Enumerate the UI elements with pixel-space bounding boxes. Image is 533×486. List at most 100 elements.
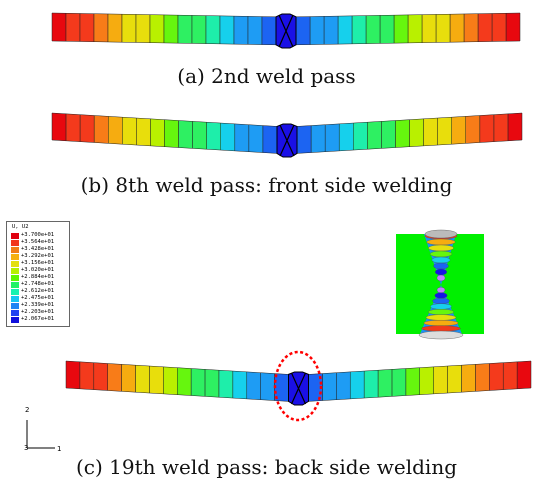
plate-segment xyxy=(449,13,465,43)
plate-segment xyxy=(206,121,221,151)
legend-swatch xyxy=(11,282,19,288)
plate-segment xyxy=(437,116,452,146)
plate-segment xyxy=(247,16,263,45)
plate-segment xyxy=(232,370,248,400)
legend-swatch xyxy=(11,240,19,246)
legend-swatch xyxy=(11,296,19,302)
plate-segment xyxy=(233,15,249,45)
plate-segment xyxy=(65,360,81,390)
plate-segment xyxy=(121,13,137,43)
upper-bead-layer xyxy=(428,244,454,252)
plate-segment xyxy=(310,124,326,153)
plate-segment xyxy=(296,125,312,154)
plate-segment xyxy=(164,119,179,148)
legend-entry: +2.475e+01 xyxy=(11,295,67,302)
upper-bead-layer xyxy=(435,268,447,276)
plate-segment xyxy=(79,13,95,42)
plate-segment xyxy=(505,12,521,42)
plate-segment xyxy=(204,369,220,398)
weld-groove-lines xyxy=(278,14,294,48)
plate-segment xyxy=(377,369,393,398)
upper-bead-layer xyxy=(433,262,449,270)
plate-segment xyxy=(461,364,476,393)
upper-bead-layer xyxy=(426,238,456,246)
legend-entry: +3.564e+01 xyxy=(11,239,67,246)
plate-segment xyxy=(433,365,448,395)
plate-segment xyxy=(108,116,123,145)
legend-value: +2.612e+01 xyxy=(21,288,55,294)
weld-highlight-ellipse xyxy=(273,350,323,422)
plate-segment xyxy=(295,16,311,46)
color-legend: U, U2 +3.700e+01 +3.564e+01 +3.428e+01 +3.2… xyxy=(6,221,70,327)
lower-bead-layer xyxy=(434,292,448,299)
caption-c: (c) 19th weld pass: back side welding xyxy=(75,455,458,479)
plate-segment xyxy=(479,114,495,143)
plate-segment xyxy=(149,365,164,395)
plate-segment xyxy=(507,112,523,142)
legend-entry: +3.020e+01 xyxy=(11,267,67,274)
legend-entry: +2.067e+01 xyxy=(11,316,67,323)
highlight-ellipse xyxy=(273,350,323,422)
plate-segment xyxy=(365,15,381,44)
lower-bead-layer xyxy=(425,314,457,321)
plate-segment xyxy=(107,13,123,43)
plate-segment xyxy=(337,15,353,45)
plate-segment xyxy=(219,15,235,45)
plate-segment xyxy=(121,364,136,393)
plate-segment xyxy=(463,13,479,43)
plate-segment xyxy=(150,118,165,147)
plate-segment xyxy=(367,121,382,150)
plate-segment xyxy=(477,13,493,42)
caption-a: (a) 2nd weld pass xyxy=(177,64,356,88)
legend-value: +3.020e+01 xyxy=(21,267,55,273)
legend-swatch xyxy=(11,268,19,274)
legend-entry: +3.292e+01 xyxy=(11,253,67,260)
legend-entry: +3.156e+01 xyxy=(11,260,67,267)
legend-value: +2.067e+01 xyxy=(21,316,55,322)
legend-value: +3.156e+01 xyxy=(21,260,55,266)
legend-value: +2.748e+01 xyxy=(21,281,55,287)
legend-swatch xyxy=(11,289,19,295)
legend-value: +2.203e+01 xyxy=(21,309,55,315)
plate-segment xyxy=(220,122,236,152)
plate-segment xyxy=(516,360,532,390)
upper-bead-layer xyxy=(431,256,451,264)
plate-segment xyxy=(309,16,325,45)
top-reinforcement xyxy=(424,229,458,239)
plate-segment xyxy=(248,124,264,153)
legend-swatch xyxy=(11,233,19,239)
legend-entry: +3.700e+01 xyxy=(11,232,67,239)
plate-segment xyxy=(163,14,179,44)
plate-segment xyxy=(177,14,193,44)
plate-segment xyxy=(163,366,178,395)
lower-bead-layer xyxy=(432,298,450,304)
legend-entry: +3.428e+01 xyxy=(11,246,67,253)
plate-segment xyxy=(363,369,379,399)
plate-segment xyxy=(65,113,81,142)
strip-19th-pass xyxy=(65,360,532,406)
plate-segment xyxy=(421,14,437,43)
legend-value: +3.700e+01 xyxy=(21,232,55,238)
legend-swatch xyxy=(11,303,19,309)
plate-segment xyxy=(234,123,250,152)
plate-segment xyxy=(246,371,261,400)
strip-2nd-pass xyxy=(51,12,521,49)
weld-bead-cross-section xyxy=(396,229,484,340)
plate-segment xyxy=(190,368,206,397)
plate-segment xyxy=(79,114,95,143)
lower-bead-layer xyxy=(421,325,461,332)
plate-segment xyxy=(502,361,518,390)
plate-segment xyxy=(393,14,409,44)
plate-segment xyxy=(93,362,108,391)
legend-value: +2.475e+01 xyxy=(21,295,55,301)
plate-segment xyxy=(218,369,234,399)
plate-segment xyxy=(205,15,221,45)
plate-segment xyxy=(489,362,504,391)
strip-8th-pass xyxy=(51,112,523,158)
plate-segment xyxy=(405,367,420,396)
plate-segment xyxy=(351,15,367,45)
plate-segment xyxy=(192,121,207,150)
plate-segment xyxy=(136,117,151,147)
plate-segment xyxy=(191,15,207,44)
